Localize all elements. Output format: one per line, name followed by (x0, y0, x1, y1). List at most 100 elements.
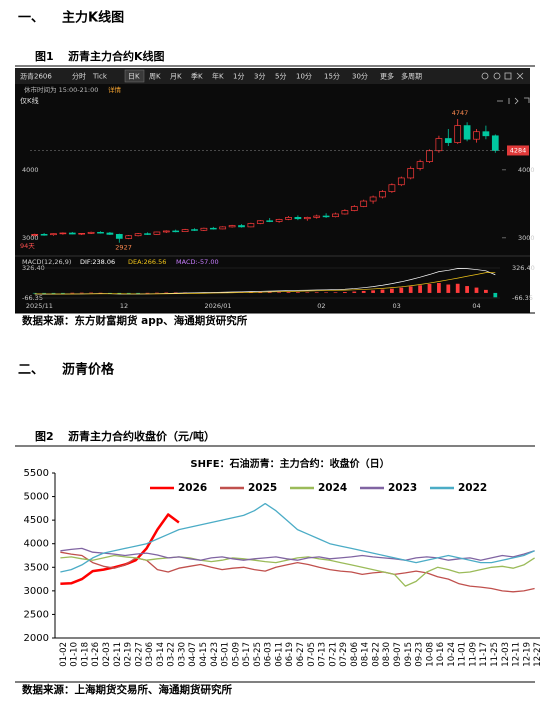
legend-label: 2025 (248, 482, 277, 494)
macd-bar (437, 283, 441, 293)
date-label: 03 (392, 302, 400, 310)
figure-caption: 沥青主力合约K线图 (68, 49, 165, 63)
candle-body (125, 235, 133, 239)
macd-bar (267, 292, 272, 293)
x-tick-label: 05-17 (242, 642, 252, 667)
macd-bar (390, 288, 394, 293)
toolbar-item[interactable]: Tick (92, 73, 108, 81)
candle-body (473, 131, 480, 140)
macd-bar (493, 292, 498, 298)
macd-bar (108, 292, 112, 294)
toolbar-item[interactable]: 月K (170, 73, 182, 81)
y-tick-label: 3500 (24, 562, 49, 573)
x-tick-label: 08-14 (361, 642, 371, 667)
candle-body (181, 229, 189, 232)
macd-bar (296, 292, 300, 293)
toolbar-item[interactable]: 5分 (275, 72, 286, 81)
macd-bar (258, 292, 263, 293)
macd-bar (51, 292, 56, 294)
x-tick-label: 04-07 (188, 642, 198, 667)
macd-bar (484, 289, 488, 293)
legend-label: 2026 (178, 482, 207, 494)
x-tick-label: 09-07 (393, 642, 403, 667)
x-tick-label: 01-10 (70, 642, 80, 667)
toolbar-item[interactable]: 10分 (296, 72, 312, 81)
x-tick-label: 07-05 (307, 642, 317, 667)
candle-body (313, 215, 321, 218)
macd-bar (42, 292, 46, 294)
candle-body (303, 217, 311, 220)
x-tick-label: 03-30 (177, 642, 187, 667)
candle-body (40, 234, 48, 236)
candle-body (247, 223, 255, 228)
x-tick-label: 11-09 (468, 642, 478, 667)
candle-body (228, 225, 236, 228)
section-title: 沥青价格 (62, 362, 115, 378)
candle-body (153, 231, 161, 235)
candle-body (341, 210, 349, 215)
macd-bar (155, 292, 159, 294)
candle-body (426, 150, 433, 162)
y-tick-label: 5500 (24, 468, 49, 479)
candle-body (435, 138, 443, 152)
macd-bar (173, 292, 178, 293)
macd-bar (399, 287, 404, 293)
macd-legend: DEA:266.56 (128, 258, 166, 266)
macd-bar (164, 292, 169, 294)
y-tick-label: 4000 (22, 166, 39, 174)
x-tick-label: 11-25 (490, 642, 500, 667)
x-tick-label: 10-24 (447, 642, 457, 667)
x-tick-label: 06-27 (296, 642, 306, 667)
candle-body (454, 125, 462, 143)
legend-label: 2024 (318, 482, 347, 494)
macd-bar (343, 292, 347, 293)
figure-number: 图1 (35, 50, 54, 63)
macd-bar (89, 292, 93, 294)
x-tick-label: 03-14 (156, 642, 166, 667)
date-label: 02 (317, 302, 325, 310)
macd-bar (371, 290, 375, 293)
toolbar-item[interactable]: 3分 (254, 72, 265, 81)
toolbar-item[interactable]: 日K (128, 73, 140, 81)
candle-body (78, 232, 86, 235)
date-label: 2025/11 (26, 302, 53, 310)
toolbar-item[interactable]: 1分 (233, 72, 244, 81)
chart-title: SHFE：石油沥青：主力合约：收盘价（日） (190, 457, 389, 470)
legend-label: 2022 (458, 482, 487, 494)
toolbar-item[interactable]: 年K (212, 72, 224, 81)
low-label: 2927 (115, 244, 132, 252)
toolbar-item[interactable]: 15分 (324, 72, 340, 81)
toolbar-item[interactable]: 多周期 (401, 72, 422, 81)
macd-bar (32, 292, 37, 294)
notice-link: 详情 (108, 85, 122, 94)
x-tick-label: 04-15 (199, 642, 209, 667)
macd-bar (305, 292, 310, 293)
x-tick-label: 10-16 (436, 642, 446, 667)
x-tick-label: 09-15 (404, 642, 414, 667)
candle-body (144, 233, 151, 235)
candle-body (191, 229, 198, 231)
x-tick-label: 01-18 (80, 642, 90, 667)
toolbar-item[interactable]: 季K (191, 72, 203, 81)
candle-body (162, 230, 170, 233)
toolbar-item[interactable]: 沥青2606 (20, 72, 52, 81)
candle-body (350, 206, 358, 211)
candle-body (294, 217, 302, 220)
toolbar-item[interactable]: 更多 (380, 72, 394, 81)
candle-body (369, 196, 377, 202)
toolbar-item[interactable]: 周K (149, 73, 161, 81)
y-tick-label: 4000 (24, 539, 49, 550)
candle-body (397, 177, 405, 186)
x-tick-label: 11-01 (458, 642, 468, 667)
toolbar-item[interactable]: 30分 (352, 72, 368, 81)
last-price-box (507, 145, 529, 156)
y-tick-label: 5000 (24, 492, 49, 503)
toolbar-item[interactable]: 分时 (72, 72, 86, 81)
toolbar-icons (481, 72, 530, 105)
candle-body (482, 131, 490, 137)
macd-bar (98, 292, 103, 294)
candle-body (275, 219, 283, 222)
macd-bar (465, 286, 469, 293)
macd-bar (427, 283, 432, 293)
